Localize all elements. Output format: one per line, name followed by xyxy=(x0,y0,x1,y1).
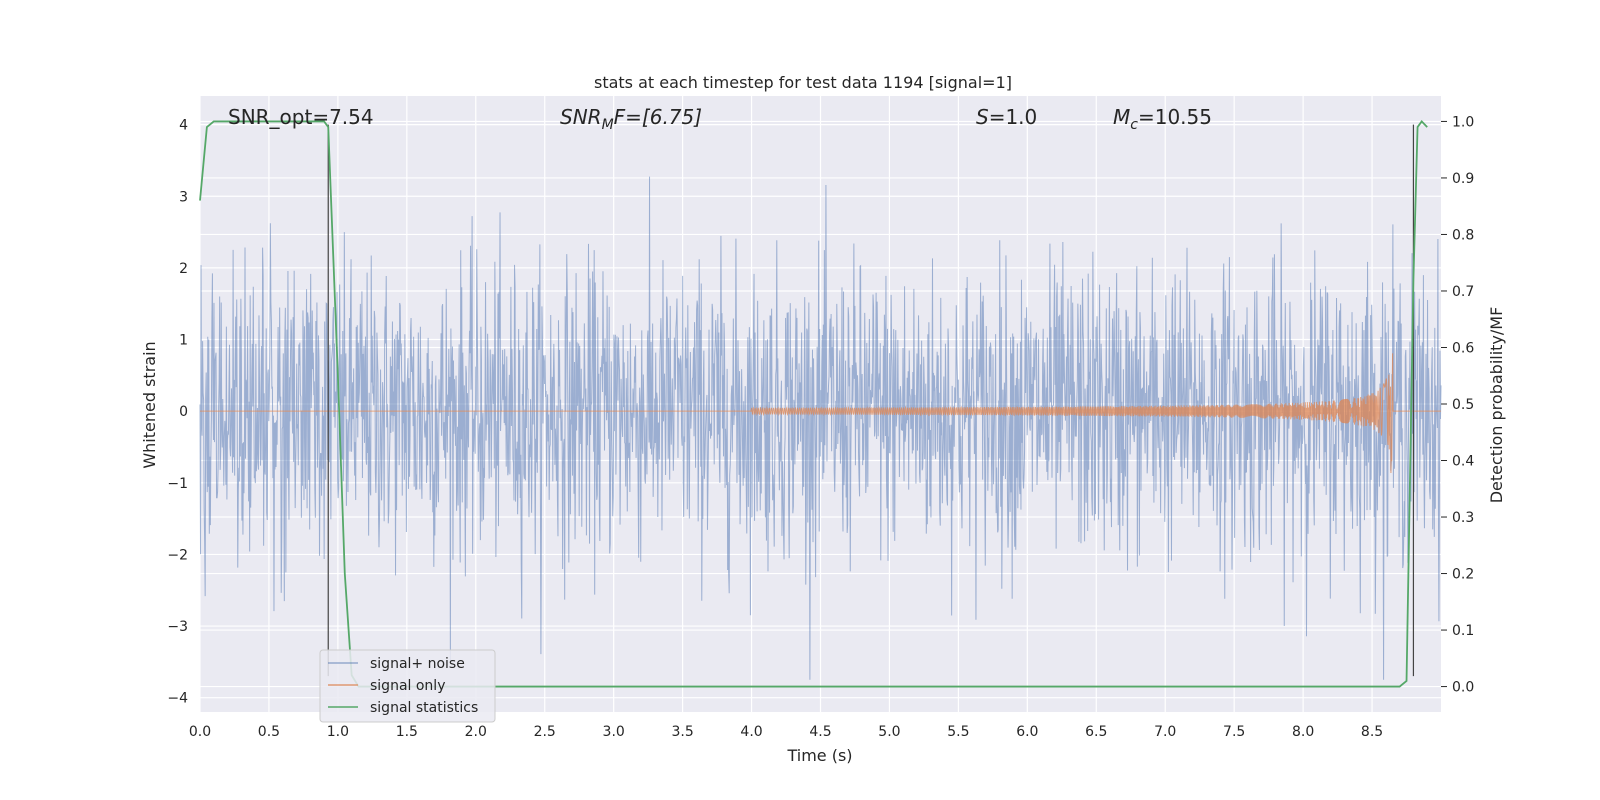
y-tick-label: 4 xyxy=(179,118,188,134)
y2-tick-label: 0.7 xyxy=(1452,284,1474,300)
x-tick-label: 4.5 xyxy=(809,724,831,740)
series-signal-only xyxy=(200,353,1441,473)
x-tick-label: 1.5 xyxy=(396,724,418,740)
x-tick-label: 3.0 xyxy=(603,724,625,740)
y2-tick-label: 0.9 xyxy=(1452,171,1474,187)
y2-tick-label: 0.2 xyxy=(1452,567,1474,583)
x-tick-label: 0.0 xyxy=(189,724,211,740)
annotation-snr-opt: SNR_opt=7.54 xyxy=(228,105,374,129)
x-tick-label: 8.5 xyxy=(1361,724,1383,740)
y-tick-label: 3 xyxy=(179,189,188,205)
y2-tick-label: 0.1 xyxy=(1452,623,1474,639)
y2-tick-label: 0.5 xyxy=(1452,397,1474,413)
legend-box xyxy=(319,649,496,723)
legend-label-signal-statistics: signal statistics xyxy=(370,700,478,716)
y2-axis-label: Detection probability/MF xyxy=(1487,307,1506,504)
x-tick-label: 5.5 xyxy=(947,724,969,740)
y-axis-label: Whitened strain xyxy=(140,341,159,468)
x-tick-label: 7.0 xyxy=(1154,724,1176,740)
legend: signal+ noise signal only signal statist… xyxy=(319,649,496,723)
annotation-mc: Mc=10.55 xyxy=(1113,105,1212,133)
x-tick-label: 2.5 xyxy=(534,724,556,740)
vertical-markers xyxy=(327,124,1415,677)
y-tick-labels: 4 3 2 1 0 −1 −2 −3 −4 xyxy=(167,118,188,707)
annotation-s: S=1.0 xyxy=(976,105,1037,129)
legend-label-signal-only: signal only xyxy=(370,678,445,694)
y2-tick-label: 0.3 xyxy=(1452,510,1474,526)
x-axis-label: Time (s) xyxy=(786,746,852,765)
annotation-snr-mf-sub: M xyxy=(602,117,614,133)
x-tick-label: 2.0 xyxy=(465,724,487,740)
y-tick-label: 1 xyxy=(179,333,188,349)
x-tick-labels: 0.0 0.5 1.0 1.5 2.0 2.5 3.0 3.5 4.0 4.5 5.0 5.5 6.0 6… xyxy=(189,724,1383,740)
x-tick-label: 1.0 xyxy=(327,724,349,740)
x-tick-label: 3.5 xyxy=(671,724,693,740)
y-tick-label: −1 xyxy=(167,476,188,492)
annotation-mc-sub: c xyxy=(1130,117,1138,133)
x-tick-label: 4.0 xyxy=(740,724,762,740)
y-tick-label: 2 xyxy=(179,261,188,277)
x-tick-label: 0.5 xyxy=(258,724,280,740)
x-tick-label: 7.5 xyxy=(1223,724,1245,740)
annotation-snr-mf: SNRMF=[6.75] xyxy=(560,105,702,133)
y2-tick-label: 0.4 xyxy=(1452,454,1474,470)
y2-tick-label: 1.0 xyxy=(1452,114,1474,130)
annotation-s-main: S xyxy=(976,105,989,129)
annotation-mc-main: M xyxy=(1113,105,1130,129)
y2-tick-label: 0.0 xyxy=(1452,680,1474,696)
x-tick-label: 6.0 xyxy=(1016,724,1038,740)
annotation-mc-rest: =10.55 xyxy=(1138,105,1212,129)
y2-tick-label: 0.6 xyxy=(1452,340,1474,356)
annotation-snr-mf-rest: F=[6.75] xyxy=(614,105,702,129)
y-tick-label: −3 xyxy=(167,619,188,635)
y-tick-label: −4 xyxy=(167,691,188,707)
series-line-signal-only xyxy=(200,353,1441,473)
y2-tick-label: 0.8 xyxy=(1452,227,1474,243)
x-tick-label: 6.5 xyxy=(1085,724,1107,740)
x-tick-label: 8.0 xyxy=(1292,724,1314,740)
y2-tick-labels: 1.0 0.9 0.8 0.7 0.6 0.5 0.4 0.3 0.2 0.1 0.0 xyxy=(1452,114,1474,695)
annotation-s-rest: =1.0 xyxy=(989,105,1038,129)
x-tick-label: 5.0 xyxy=(878,724,900,740)
y-tick-label: −2 xyxy=(167,547,188,563)
chart-title: stats at each timestep for test data 119… xyxy=(594,73,1012,92)
annotation-snr-mf-main: SNR xyxy=(560,105,602,129)
legend-label-signal-noise: signal+ noise xyxy=(370,656,465,672)
y-tick-label: 0 xyxy=(179,404,188,420)
